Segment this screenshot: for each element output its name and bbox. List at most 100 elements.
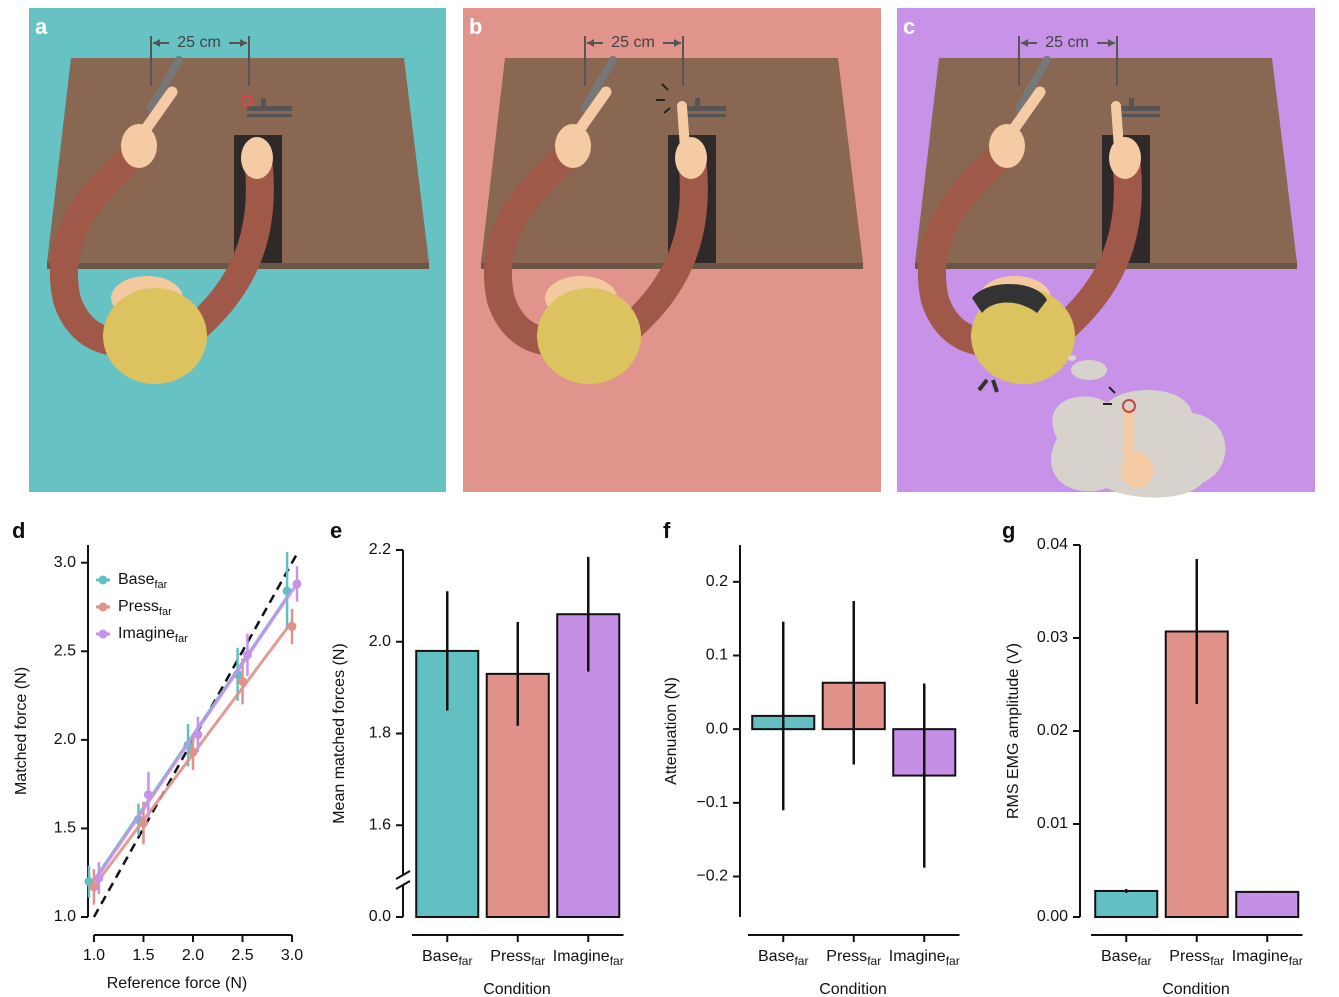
illustration-c: c 25 cm — [897, 8, 1315, 498]
x-tick-label: Imaginefar — [553, 948, 624, 968]
y-tick-label: 0.0 — [706, 720, 728, 737]
point — [193, 730, 202, 739]
y-tick-label: 2.2 — [369, 541, 391, 558]
finger — [1116, 106, 1119, 148]
y-axis-label: RMS EMG amplitude (V) — [1005, 643, 1022, 819]
figure: a 25 cm b 25 cm c 25 cm d Matched force (… — [0, 0, 1339, 997]
y-tick-label: 0.00 — [1037, 908, 1068, 925]
illustration-a: a 25 cm — [29, 8, 446, 492]
label-text: Base — [1101, 948, 1138, 965]
label-subscript: far — [1137, 954, 1151, 968]
point — [89, 882, 98, 891]
label-text: Press — [826, 948, 867, 965]
x-axis-label: Condition — [483, 981, 551, 997]
y-axis-label: Matched force (N) — [13, 667, 30, 795]
label-subscript: far — [159, 606, 172, 618]
legend-entry: Imaginefar — [118, 625, 188, 645]
x-tick-label: 1.5 — [132, 947, 154, 964]
x-axis-label: Reference force (N) — [107, 975, 248, 992]
distance-label: 25 cm — [611, 34, 655, 51]
label-text: Base — [422, 948, 459, 965]
axis-break-gap — [395, 875, 411, 885]
y-tick-label: 0.02 — [1037, 722, 1068, 739]
label-subscript: far — [458, 954, 472, 968]
y-tick-label: 1.5 — [54, 820, 76, 837]
y-tick-label: −0.2 — [696, 868, 728, 885]
y-tick-label: 3.0 — [54, 554, 76, 571]
x-tick-label: 3.0 — [281, 947, 303, 964]
panel-label: c — [903, 14, 915, 39]
thought-dot — [1071, 360, 1107, 380]
label-subscript: far — [946, 954, 960, 968]
x-tick-label: Pressfar — [1169, 948, 1224, 968]
y-tick-label: 2.5 — [54, 643, 76, 660]
y-tick-label: 2.0 — [369, 633, 391, 650]
imagined-hand — [1121, 452, 1153, 488]
label-text: Press — [1169, 948, 1210, 965]
y-tick-label: 0.03 — [1037, 629, 1068, 646]
x-tick-label: Imaginefar — [1232, 948, 1303, 968]
illustration-b: b 25 cm — [463, 8, 881, 492]
label-text: Imagine — [1232, 948, 1289, 965]
point — [144, 790, 153, 799]
x-tick-label: Imaginefar — [889, 948, 960, 968]
legend-swatch — [99, 630, 108, 639]
x-tick-label: 2.5 — [231, 947, 253, 964]
thought-dot — [1068, 355, 1076, 361]
x-axis-label: Condition — [819, 981, 887, 997]
label-subscript: far — [867, 954, 881, 968]
y-tick-label: 0.0 — [369, 908, 391, 925]
y-axis-label: Mean matched forces (N) — [331, 643, 348, 824]
x-tick-label: Pressfar — [490, 948, 545, 968]
legend-entry: Basefar — [118, 571, 168, 591]
y-tick-label: 0.2 — [706, 573, 728, 590]
legend-entry: Pressfar — [118, 598, 172, 618]
distance-label: 25 cm — [1045, 34, 1089, 51]
x-axis-label: Condition — [1162, 981, 1230, 997]
point — [243, 650, 252, 659]
y-axis-label: Attenuation (N) — [663, 677, 680, 785]
y-tick-label: 1.6 — [369, 816, 391, 833]
finger — [682, 106, 685, 148]
panel-label: d — [12, 518, 25, 543]
label-text: Base — [118, 571, 155, 588]
legend-swatch — [99, 603, 108, 612]
point — [94, 874, 103, 883]
y-tick-label: 1.0 — [54, 908, 76, 925]
label-text: Imagine — [553, 948, 610, 965]
x-tick-label: Basefar — [1101, 948, 1151, 968]
point — [188, 748, 197, 757]
panel-label: a — [35, 14, 48, 39]
legend-swatch — [99, 576, 108, 585]
label-text: Imagine — [118, 625, 175, 642]
y-tick-label: 0.01 — [1037, 815, 1068, 832]
panel-label: g — [1002, 518, 1015, 543]
bar — [1236, 892, 1298, 917]
panel-label: e — [330, 518, 342, 543]
y-tick-label: 1.8 — [369, 725, 391, 742]
label-subscript: far — [531, 954, 545, 968]
point — [292, 579, 301, 588]
label-subscript: far — [154, 579, 167, 591]
label-text: Press — [118, 598, 159, 615]
label-text: Press — [490, 948, 531, 965]
y-tick-label: 2.0 — [54, 731, 76, 748]
panel-label: f — [663, 518, 671, 543]
label-subscript: far — [610, 954, 624, 968]
label-text: Imagine — [889, 948, 946, 965]
y-tick-label: 0.04 — [1037, 536, 1068, 553]
distance-label: 25 cm — [177, 34, 221, 51]
label-text: Base — [758, 948, 795, 965]
y-tick-label: 0.1 — [706, 647, 728, 664]
x-tick-label: Basefar — [422, 948, 472, 968]
x-tick-label: Pressfar — [826, 948, 881, 968]
label-subscript: far — [794, 954, 808, 968]
x-tick-label: 1.0 — [83, 947, 105, 964]
label-subscript: far — [175, 633, 188, 645]
bar — [1095, 891, 1157, 917]
point — [238, 677, 247, 686]
x-tick-label: 2.0 — [182, 947, 204, 964]
point — [288, 622, 297, 631]
panel-label: b — [469, 14, 482, 39]
point — [139, 819, 148, 828]
